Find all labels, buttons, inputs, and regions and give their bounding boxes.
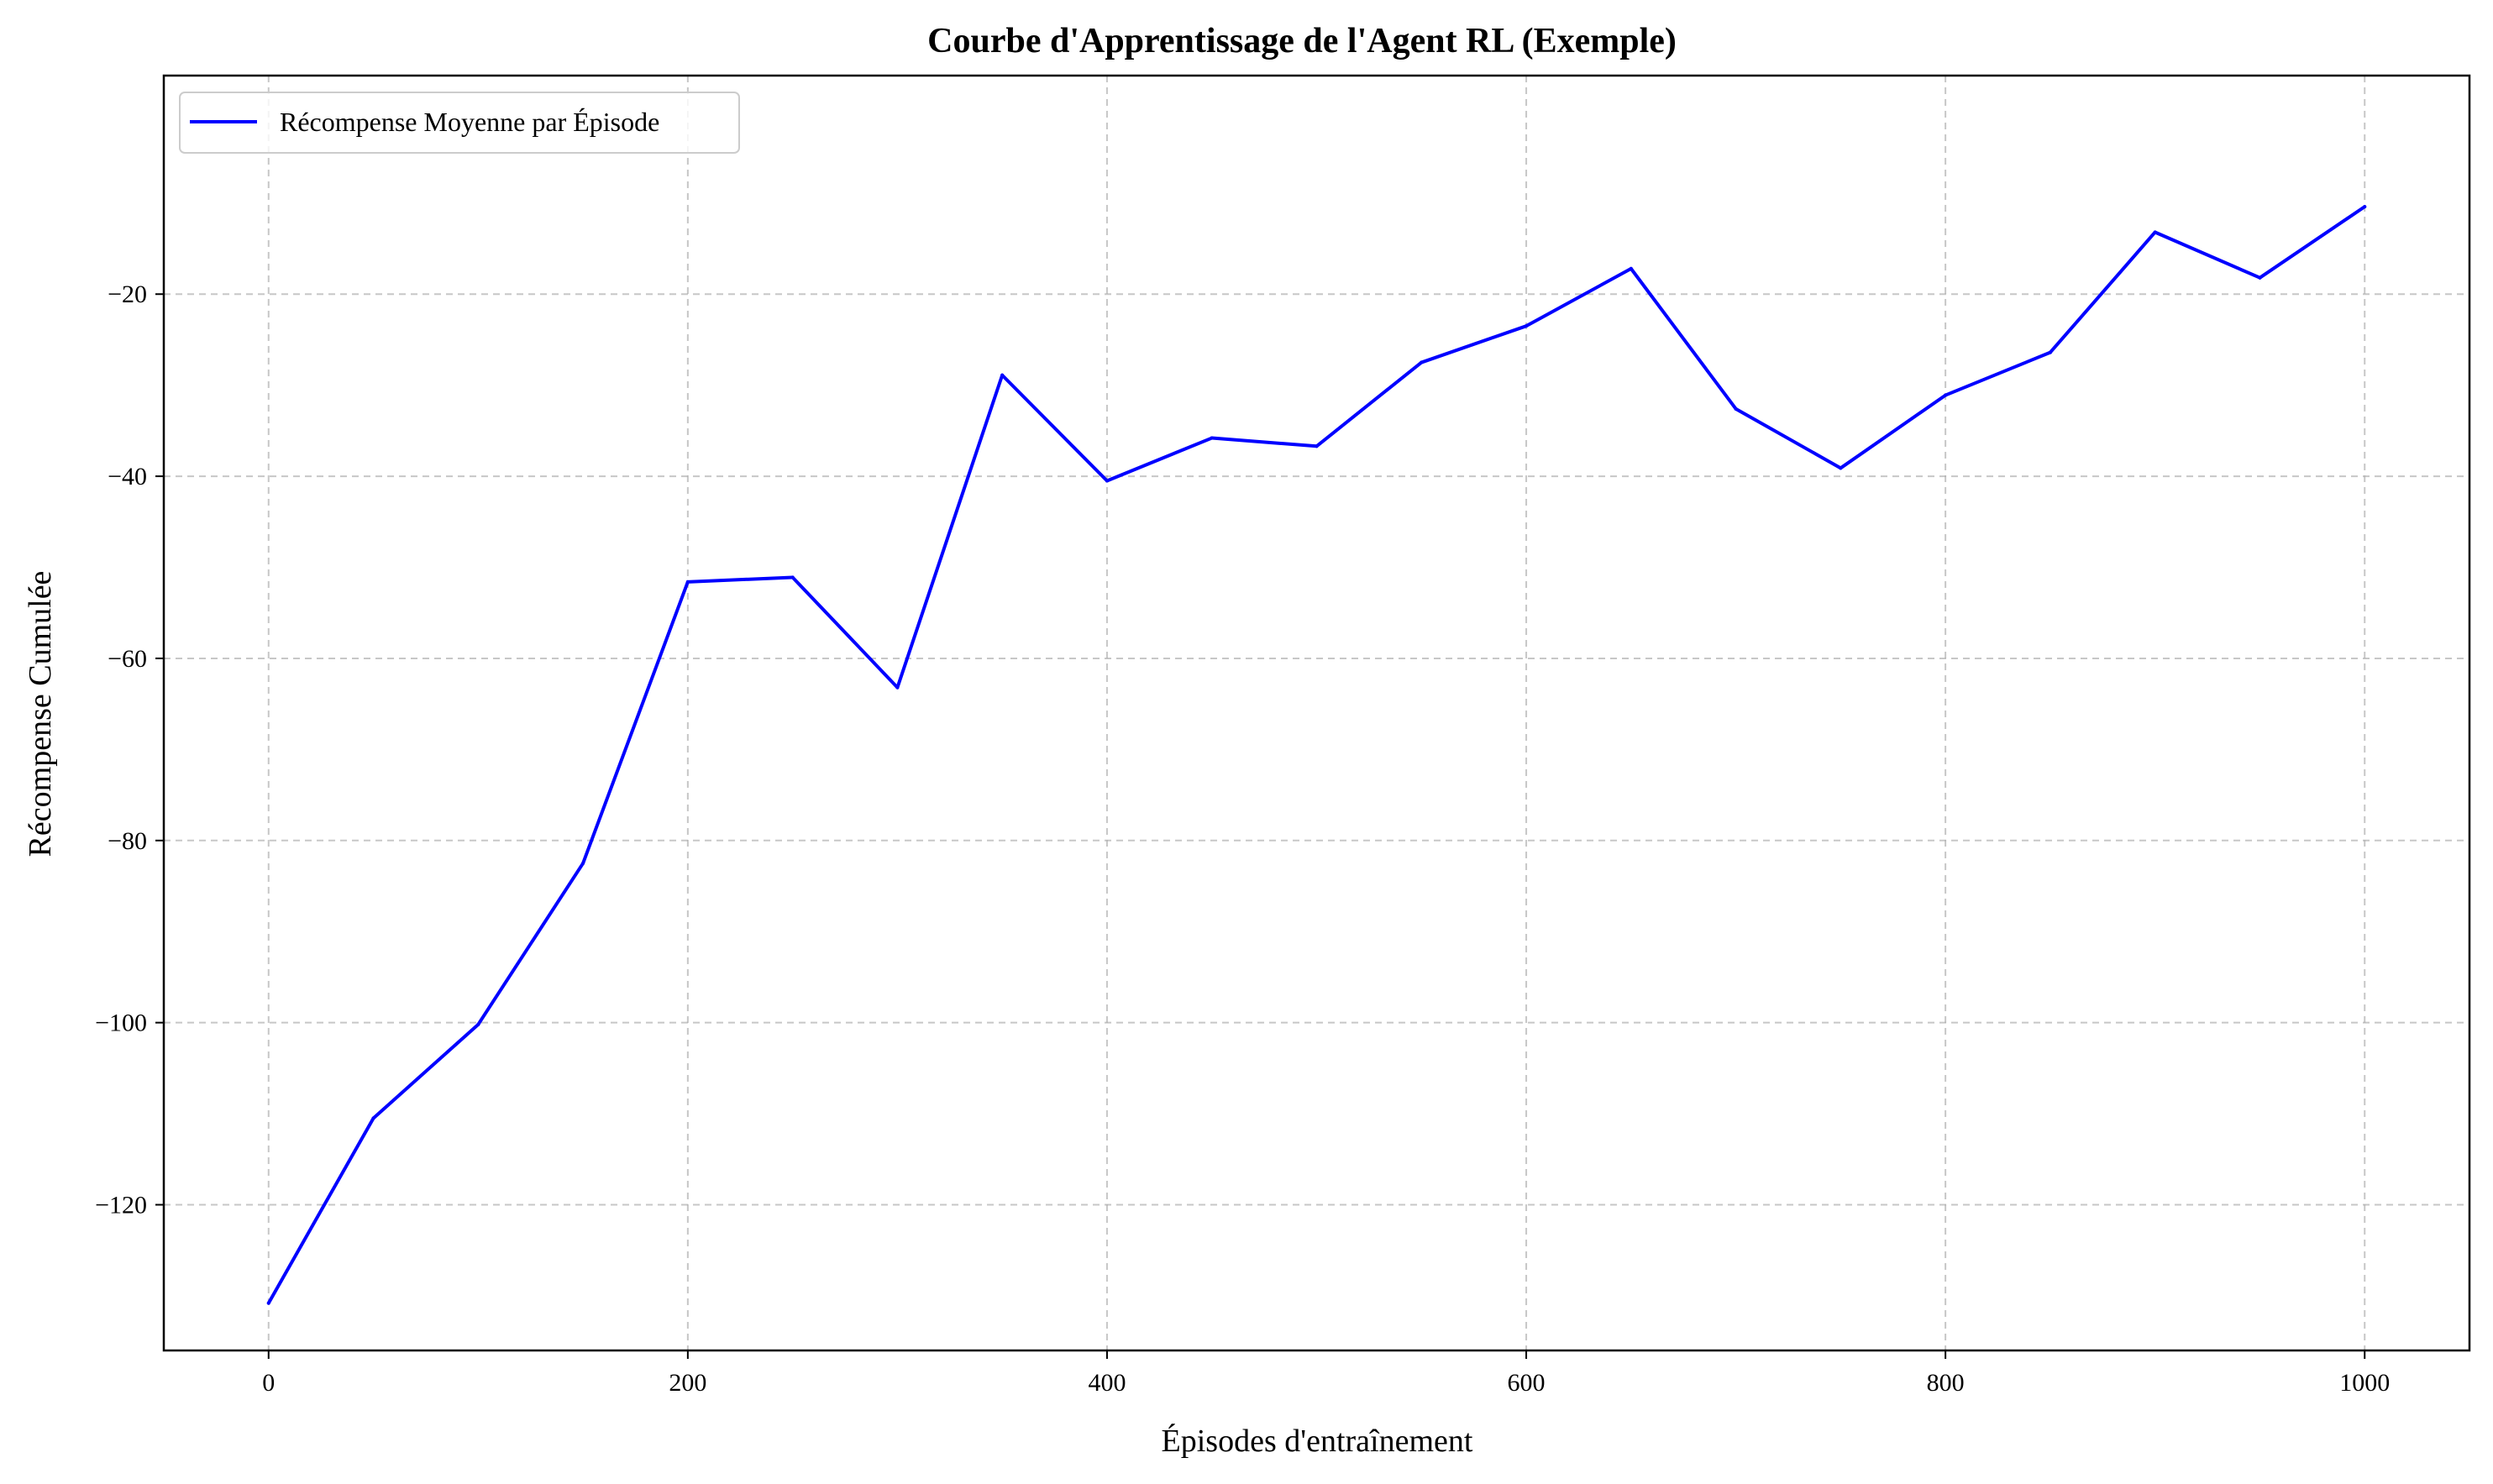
series-line-segment <box>1734 406 1843 470</box>
series-line-segment <box>476 861 585 1026</box>
plot-frame <box>162 74 2471 1352</box>
x-tick-label: 400 <box>1088 1369 1126 1397</box>
data-point <box>2153 230 2157 234</box>
x-tick-label: 600 <box>1508 1369 1546 1397</box>
data-point <box>476 1022 480 1026</box>
x-tick-label: 800 <box>1927 1369 1965 1397</box>
x-tick-label: 1000 <box>2339 1369 2390 1397</box>
series-line-segment <box>266 1116 375 1305</box>
data-point <box>2363 205 2367 209</box>
series-line-segment <box>1000 373 1109 483</box>
data-point <box>266 1301 270 1305</box>
series-line-segment <box>2153 230 2262 280</box>
series-line-segment <box>2048 230 2157 354</box>
x-axis-ticks: 0 200 400 600 800 1000 <box>262 1350 2390 1397</box>
y-tick-label: −120 <box>95 1192 147 1219</box>
series-line-segment <box>1420 324 1529 364</box>
y-axis-ticks: −120 −100 −80 −60 −40 −20 <box>95 281 164 1219</box>
data-point <box>1525 324 1529 328</box>
series-group <box>266 205 2367 1305</box>
series-line-segment <box>2258 205 2367 280</box>
x-tick-label: 0 <box>262 1369 275 1397</box>
y-tick-label: −40 <box>108 463 147 490</box>
series-line-segment <box>685 575 795 584</box>
data-point <box>2258 275 2262 280</box>
data-point <box>371 1116 375 1120</box>
data-point <box>790 575 795 579</box>
data-point <box>1734 406 1738 411</box>
series-line-segment <box>1629 266 1738 411</box>
data-point <box>1420 360 1424 364</box>
data-point <box>1944 393 1948 397</box>
series-line-segment <box>1105 436 1214 483</box>
chart-title: Courbe d'Apprentissage de l'Agent RL (Ex… <box>927 22 1677 60</box>
x-axis-label: Épisodes d'entraînement <box>1162 1424 1473 1459</box>
data-point <box>685 579 690 584</box>
series-line-segment <box>581 579 690 865</box>
series-line-segment <box>895 373 1005 690</box>
legend: Récompense Moyenne par Épisode <box>179 92 740 154</box>
series-line-segment <box>1944 350 2052 397</box>
series-line-segment <box>1525 266 1633 328</box>
plot-series <box>266 205 2367 1305</box>
grid <box>164 76 2469 1350</box>
data-point <box>1629 266 1633 270</box>
legend-box <box>179 92 740 154</box>
data-point <box>2048 350 2052 354</box>
legend-label: Récompense Moyenne par Épisode <box>280 107 659 137</box>
x-tick-label: 200 <box>669 1369 706 1397</box>
series-line-segment <box>1315 360 1424 448</box>
data-point <box>1839 466 1843 470</box>
y-axis-label: Récompense Cumulée <box>23 571 58 857</box>
data-point <box>1315 444 1319 448</box>
y-tick-label: −80 <box>108 827 147 855</box>
series-line-segment <box>790 575 900 690</box>
data-point <box>895 685 900 690</box>
y-tick-label: −20 <box>108 281 147 308</box>
y-tick-label: −60 <box>108 645 147 673</box>
series-line-segment <box>1839 393 1948 470</box>
data-point <box>1210 436 1214 440</box>
data-point <box>581 861 585 865</box>
data-point <box>1105 479 1109 483</box>
y-tick-label: −100 <box>95 1009 147 1037</box>
series-line-segment <box>371 1022 480 1120</box>
series-line-segment <box>1210 436 1319 448</box>
data-point <box>1000 373 1005 377</box>
